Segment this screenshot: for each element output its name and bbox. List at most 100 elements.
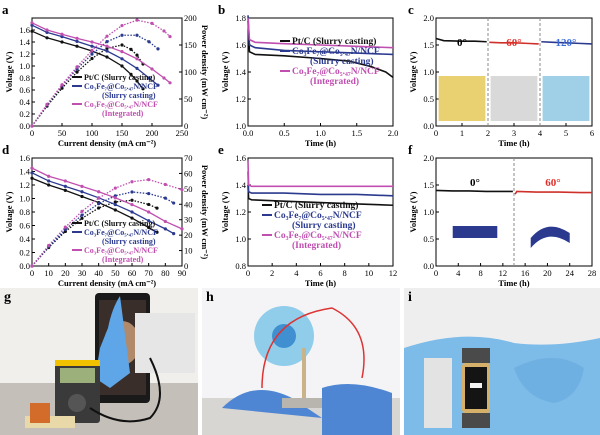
- x-tick-label: 12: [499, 268, 508, 278]
- inset-device-bent: [530, 226, 570, 248]
- x-tick-label: 2: [486, 128, 490, 138]
- y-tick-label: 0.5: [423, 94, 434, 104]
- y-tick-label: 0.6: [19, 85, 30, 95]
- power-line-series-0: [31, 44, 144, 127]
- y2-tick-label: 50: [184, 184, 193, 194]
- y2-axis-label: Power density (mW cm⁻²): [200, 165, 210, 259]
- y-tick-label: 1.0: [19, 61, 30, 71]
- voltage-point: [30, 23, 34, 27]
- x-tick-label: 0: [30, 128, 34, 138]
- inset-photo-0deg: [438, 76, 486, 121]
- y-tick-label: 1.2: [235, 94, 246, 104]
- power-point: [162, 29, 166, 33]
- y2-tick-label: 30: [184, 215, 193, 225]
- y-tick-label: 0.0: [423, 261, 434, 271]
- x-tick-label: 6: [318, 268, 322, 278]
- panel-letter-e: e: [218, 142, 224, 157]
- y-tick-label: 1.2: [19, 180, 30, 190]
- power-point: [156, 47, 160, 51]
- power-point: [105, 34, 109, 38]
- y-tick-label: 1.0: [19, 194, 30, 204]
- voltage-point: [80, 194, 84, 199]
- y-tick-label: 0.5: [423, 234, 434, 244]
- power-point: [130, 190, 134, 194]
- y2-tick-label: 50: [184, 94, 193, 104]
- panel-letter-a: a: [2, 2, 9, 17]
- power-point: [155, 206, 159, 210]
- voltage-point: [155, 230, 159, 234]
- y2-tick-label: 0: [184, 261, 188, 271]
- power-point: [30, 264, 34, 268]
- power-point: [163, 196, 167, 200]
- x-tick-label: 12: [389, 268, 398, 278]
- y-tick-label: 0.6: [19, 221, 30, 231]
- voltage-point: [30, 176, 34, 180]
- panel-letter-f: f: [408, 142, 413, 157]
- panel-letter-c: c: [408, 2, 414, 17]
- x-axis-label: Time (h): [498, 278, 529, 288]
- x-tick-label: 40: [94, 268, 103, 278]
- y-tick-label: 1.5: [423, 40, 434, 50]
- voltage-point: [80, 184, 84, 188]
- x-axis-label: Current density (mA cm⁻²): [58, 138, 156, 148]
- legend-entry: Pt/C (Slurry casting): [84, 219, 155, 228]
- voltage-point: [162, 76, 166, 80]
- power-point: [113, 200, 117, 204]
- y2-tick-label: 0: [184, 121, 188, 131]
- inset-photo-120deg: [542, 76, 590, 121]
- voltage-point: [163, 227, 167, 231]
- y2-axis-label: Power density (mW cm⁻²): [200, 25, 210, 119]
- x-tick-label: 4: [294, 268, 299, 278]
- x-tick-label: 24: [565, 268, 574, 278]
- legend-entry: Co₃Fe₇@Co₅.₄₇N/NCF: [84, 228, 158, 237]
- y-tick-label: 0.8: [19, 73, 30, 83]
- x-tick-label: 1.0: [315, 128, 326, 138]
- x-tick-label: 80: [161, 268, 170, 278]
- line-series-2: [247, 17, 394, 49]
- power-point: [75, 65, 79, 69]
- y-tick-label: 0.8: [19, 207, 30, 217]
- x-tick-label: 0.5: [279, 128, 290, 138]
- power-point: [163, 182, 167, 187]
- photo-fan-running: [202, 288, 400, 435]
- voltage-point: [120, 50, 124, 54]
- line-series-1: [514, 190, 592, 195]
- photo-panel-h: h: [202, 288, 400, 435]
- voltage-point: [45, 28, 49, 32]
- legend-entry: (Slurry casting): [292, 220, 356, 231]
- photo-panel-g: g: [0, 288, 198, 435]
- y-tick-label: 1.8: [235, 13, 246, 23]
- voltage-point: [45, 30, 49, 34]
- voltage-point: [75, 36, 79, 41]
- voltage-point: [163, 219, 167, 224]
- y-tick-label: 1.4: [235, 180, 246, 190]
- line-series-1: [489, 41, 539, 45]
- power-point: [47, 243, 51, 248]
- power-point: [120, 33, 124, 37]
- x-tick-label: 4: [538, 128, 543, 138]
- legend-entry: (Slurry casting): [310, 56, 374, 67]
- legend-entry: Co₃Fe₇@Co₅.₄₇N/NCF: [274, 211, 362, 221]
- power-point: [147, 202, 151, 207]
- y-tick-label: 1.6: [235, 153, 246, 163]
- chart-layer: 0 50 100 150 200 2500.00.20.40.60.81.01.21.41…: [4, 13, 596, 288]
- voltage-point: [147, 225, 151, 230]
- voltage-point: [75, 44, 79, 48]
- power-point: [120, 23, 124, 28]
- x-axis-label: Time (h): [305, 138, 336, 148]
- y-tick-label: 0.4: [19, 234, 30, 244]
- x-tick-label: 0: [246, 268, 250, 278]
- power-point: [60, 83, 64, 87]
- power-point: [97, 202, 101, 206]
- x-tick-label: 1: [460, 128, 464, 138]
- y-tick-label: 1.0: [235, 121, 246, 131]
- y-axis-label: Voltage (V): [4, 51, 14, 92]
- voltage-point: [113, 208, 117, 212]
- legend-entry: Co₃Fe₇@Co₅.₄₇N/NCF: [292, 67, 380, 77]
- y2-tick-label: 20: [184, 230, 193, 240]
- legend-entry: Co₃Fe₇@Co₅.₄₇N/NCF: [84, 82, 158, 91]
- x-tick-label: 50: [58, 128, 67, 138]
- power-line-series-1: [31, 34, 159, 127]
- y-axis-label: Voltage (V): [408, 51, 418, 92]
- power-point: [172, 201, 176, 205]
